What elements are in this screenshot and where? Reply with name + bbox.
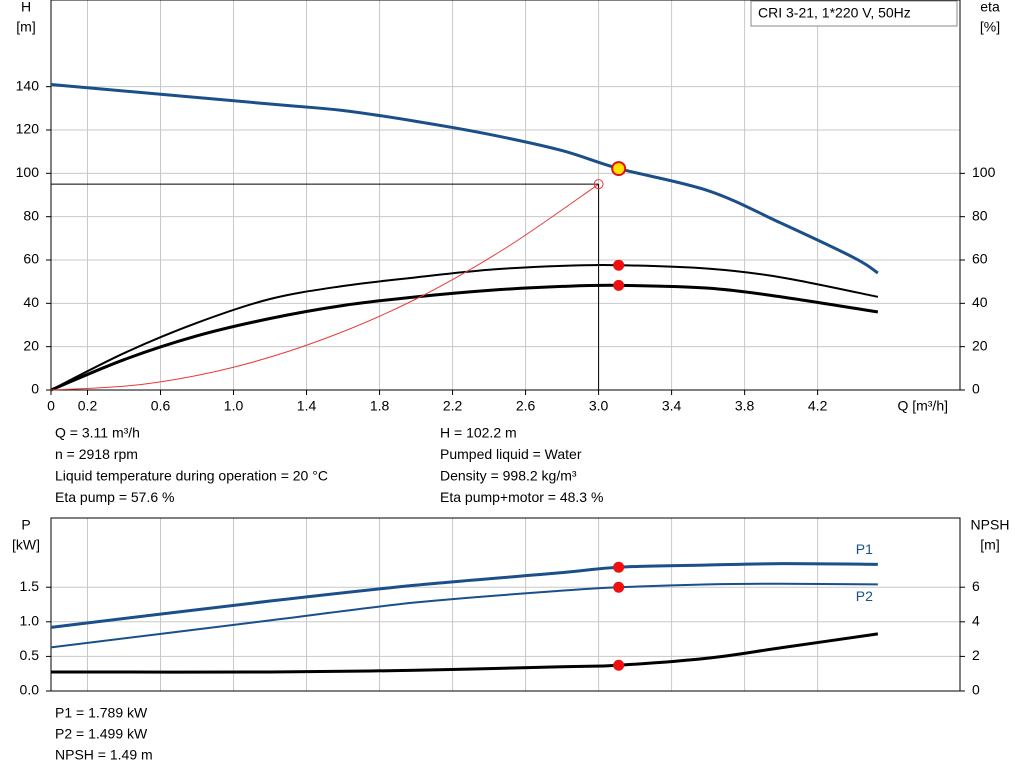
model-box	[750, 0, 958, 27]
y-tick-label: 0.5	[20, 647, 40, 663]
info-text: Liquid temperature during operation = 20…	[55, 468, 328, 484]
operating-point	[611, 161, 627, 177]
info-text: NPSH = 1.49 m	[55, 747, 153, 763]
y-tick-label: 0.0	[20, 682, 40, 698]
x-tick-label: 4.2	[808, 398, 828, 414]
y-tick-label: 1.5	[20, 578, 40, 594]
info-text: P2 = 1.499 kW	[55, 726, 148, 742]
curve	[50, 263, 879, 391]
operating-point	[613, 659, 625, 671]
y2-tick-label: 2	[972, 647, 980, 663]
y2-tick-label: 80	[972, 207, 988, 223]
y-tick-label: 100	[16, 164, 40, 180]
y-axis-label: [m]	[16, 19, 35, 35]
info-text: Eta pump+motor = 48.3 %	[440, 489, 603, 505]
info-text: H = 102.2 m	[440, 425, 517, 441]
y-tick-label: 40	[23, 294, 39, 310]
curve	[50, 83, 879, 275]
y2-tick-label: 100	[972, 164, 996, 180]
y2-tick-label: 4	[972, 613, 980, 629]
curve	[50, 582, 878, 649]
plot-frame	[50, 0, 961, 391]
curve	[50, 632, 879, 674]
x-tick-label: 1.4	[297, 398, 317, 414]
y-tick-label: 0	[31, 381, 39, 397]
info-text: Q = 3.11 m³/h	[55, 425, 140, 441]
info-text: P1 = 1.789 kW	[55, 705, 148, 721]
y2-tick-label: 40	[972, 294, 988, 310]
series-label: P1	[856, 541, 873, 557]
plot-frame	[50, 517, 961, 692]
x-tick-label: 3.8	[735, 398, 755, 414]
model-label: CRI 3-21, 1*220 V, 50Hz	[758, 5, 911, 21]
y2-axis-label: [%]	[980, 19, 1000, 35]
operating-point	[613, 561, 625, 573]
y2-axis-label: [m]	[980, 537, 999, 553]
y-tick-label: 80	[23, 207, 39, 223]
y-axis-label: P	[21, 517, 30, 533]
info-text: Density = 998.2 kg/m³	[440, 468, 577, 484]
curve	[50, 183, 599, 391]
system-point	[593, 179, 604, 190]
y2-tick-label: 20	[972, 337, 988, 353]
x-tick-label: 1.8	[370, 398, 390, 414]
info-text: Eta pump = 57.6 %	[55, 489, 174, 505]
y-tick-label: 140	[16, 77, 40, 93]
y-tick-label: 120	[16, 121, 40, 137]
x-tick-label: 2.2	[443, 398, 463, 414]
x-axis-label: Q [m³/h]	[897, 398, 948, 414]
x-tick-label: 0.2	[78, 398, 98, 414]
info-text: n = 2918 rpm	[55, 446, 138, 462]
x-tick-label: 0	[47, 398, 55, 414]
series-label: P2	[856, 588, 873, 604]
y2-axis-label: eta	[980, 0, 1000, 15]
operating-point	[613, 279, 625, 291]
info-text: Pumped liquid = Water	[440, 446, 582, 462]
x-tick-label: 3.4	[662, 398, 682, 414]
x-tick-label: 0.6	[151, 398, 171, 414]
y2-tick-label: 0	[972, 682, 980, 698]
y2-tick-label: 60	[972, 251, 988, 267]
operating-point	[613, 259, 625, 271]
y2-tick-label: 0	[972, 381, 980, 397]
y-tick-label: 1.0	[20, 613, 40, 629]
operating-point	[613, 581, 625, 593]
y-axis-label: H	[21, 0, 31, 15]
y2-axis-label: NPSH	[971, 517, 1010, 533]
curve	[50, 562, 878, 629]
x-tick-label: 2.6	[516, 398, 536, 414]
y-tick-label: 60	[23, 251, 39, 267]
y-axis-label: [kW]	[12, 537, 40, 553]
y-tick-label: 20	[23, 337, 39, 353]
y2-tick-label: 6	[972, 578, 980, 594]
x-tick-label: 3.0	[589, 398, 609, 414]
curve	[50, 283, 879, 392]
x-tick-label: 1.0	[224, 398, 244, 414]
